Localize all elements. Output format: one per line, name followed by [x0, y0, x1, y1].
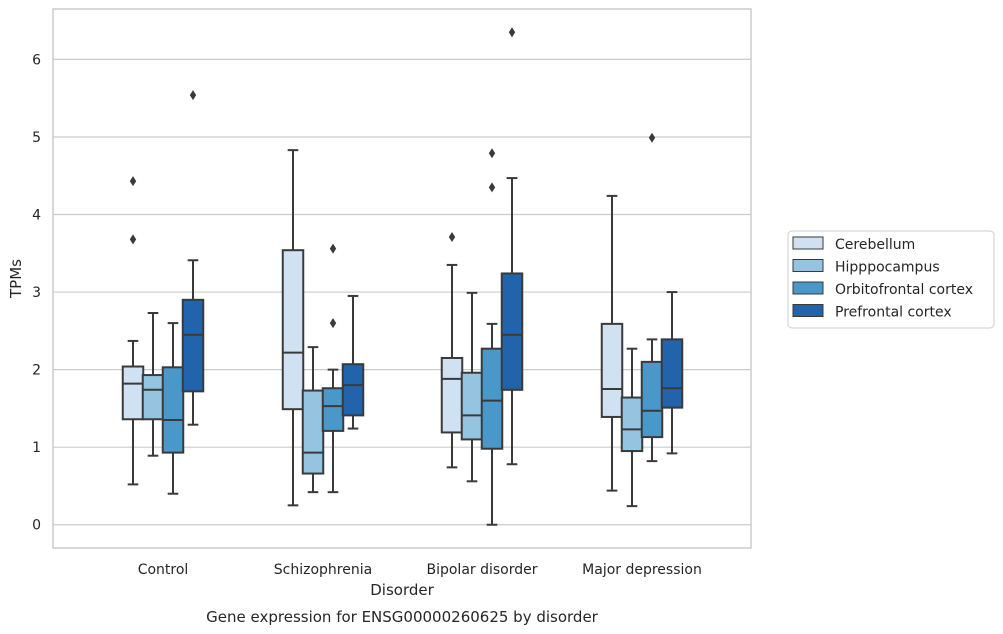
legend-frame	[787, 230, 995, 329]
y-tick-label: 4	[32, 208, 41, 224]
y-axis-label: TPMs	[7, 259, 25, 299]
box-iqr	[640, 360, 664, 439]
legend-entry-label: Prefrontal cortex	[835, 305, 952, 321]
y-tick-label: 0	[32, 518, 41, 534]
outlier-point	[329, 318, 337, 329]
box-orbitofrontal-cortex-3	[640, 132, 664, 463]
box-iqr	[341, 363, 365, 417]
box-iqr	[141, 374, 165, 421]
box-hipppocampus-1	[301, 346, 325, 494]
x-tick-label: Schizophrenia	[274, 562, 372, 578]
y-tick-label: 3	[32, 285, 41, 301]
box-hipppocampus-2	[460, 291, 484, 483]
legend-swatch	[792, 304, 824, 317]
box-iqr	[440, 356, 464, 434]
x-tick-label: Control	[138, 562, 189, 578]
box-cerebellum-1	[281, 149, 305, 507]
box-iqr	[620, 396, 644, 453]
box-orbitofrontal-cortex-0	[161, 322, 185, 495]
x-tick-label: Major depression	[582, 562, 702, 578]
box-orbitofrontal-cortex-1	[321, 243, 345, 494]
box-prefrontal-cortex-0	[181, 90, 205, 426]
plot-boxes	[121, 27, 684, 526]
box-cerebellum-0	[121, 176, 145, 486]
y-axis-ticks: 0 1 2 3 4 5 6	[32, 52, 41, 533]
legend-entry-label: Orbitofrontal cortex	[835, 282, 973, 298]
x-axis-label: Disorder	[370, 581, 434, 599]
y-tick-label: 6	[32, 52, 41, 68]
y-tick-label: 5	[32, 130, 41, 146]
box-prefrontal-cortex-1	[341, 294, 365, 430]
box-cerebellum-3	[600, 194, 624, 492]
outlier-point	[488, 148, 496, 159]
box-iqr	[600, 322, 624, 418]
box-orbitofrontal-cortex-2	[480, 148, 504, 526]
outlier-point	[648, 132, 656, 143]
legend-entry-label: Hipppocampus	[835, 260, 940, 276]
outlier-point	[129, 234, 137, 245]
box-iqr	[121, 365, 145, 421]
outlier-point	[508, 27, 516, 38]
legend-swatch	[792, 259, 824, 272]
legend-entry-label: Cerebellum	[835, 237, 915, 253]
box-iqr	[660, 338, 684, 409]
outlier-point	[189, 90, 197, 101]
legend: Cerebellum Hipppocampus Orbitofrontal cort…	[787, 230, 995, 329]
box-hipppocampus-0	[141, 312, 165, 457]
box-cerebellum-2	[440, 232, 464, 469]
y-tick-label: 2	[32, 363, 41, 379]
box-iqr	[460, 371, 484, 441]
box-prefrontal-cortex-3	[660, 291, 684, 455]
box-hipppocampus-3	[620, 347, 644, 508]
box-iqr	[301, 389, 325, 475]
outlier-point	[488, 182, 496, 193]
box-iqr	[321, 387, 345, 432]
chart-caption: Gene expression for ENSG00000260625 by d…	[206, 608, 599, 626]
x-tick-label: Bipolar disorder	[426, 562, 537, 578]
box-iqr	[181, 298, 205, 393]
box-prefrontal-cortex-2	[500, 27, 524, 466]
outlier-point	[329, 243, 337, 254]
box-iqr	[281, 249, 305, 411]
y-tick-label: 1	[32, 440, 41, 456]
box-iqr	[161, 366, 185, 454]
box-iqr	[480, 347, 504, 450]
x-axis-ticks: Control Schizophrenia Bipolar disorder Majo…	[138, 562, 702, 578]
box-iqr	[500, 272, 524, 391]
legend-swatch	[792, 236, 824, 250]
outlier-point	[448, 232, 456, 243]
plot-frame	[52, 8, 752, 549]
legend-swatch	[792, 281, 824, 295]
outlier-point	[129, 176, 137, 187]
